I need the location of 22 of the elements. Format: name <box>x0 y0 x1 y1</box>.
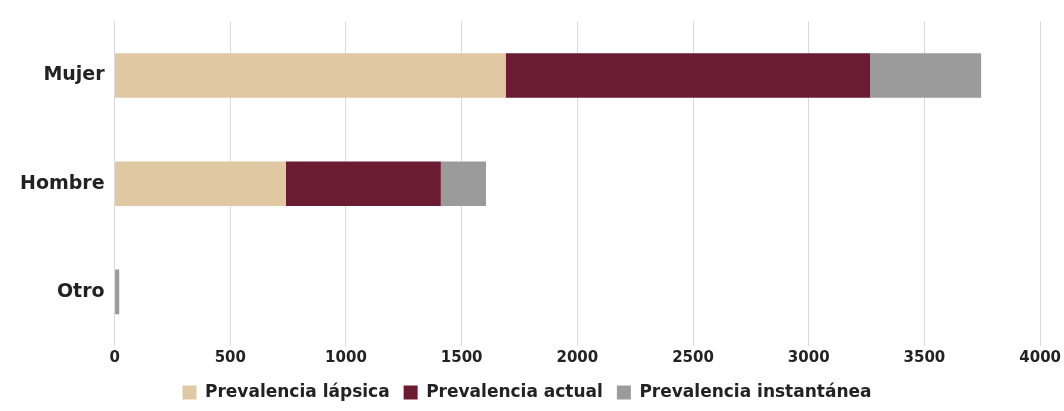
bar <box>505 53 871 98</box>
x-tick-label: 2500 <box>672 347 714 366</box>
bar <box>115 161 286 207</box>
x-tick-label: 3500 <box>903 347 946 366</box>
x-tick-label: 500 <box>214 347 246 366</box>
x-tick-label: 4000 <box>1019 347 1061 366</box>
x-tick-label: 0 <box>109 347 120 366</box>
legend-label: Prevalencia actual <box>426 380 603 401</box>
y-tick-label: Hombre <box>20 170 105 193</box>
bar <box>115 53 506 98</box>
bar <box>115 269 120 315</box>
legend-label: Prevalencia lápsica <box>204 380 390 401</box>
bar <box>870 53 982 98</box>
y-tick-label: Mujer <box>43 62 106 85</box>
legend-label: Prevalencia instantánea <box>639 380 872 401</box>
bar <box>440 161 486 207</box>
y-tick-label: Otro <box>56 278 105 301</box>
x-tick-label: 3000 <box>787 347 830 366</box>
x-tick-label: 1500 <box>440 347 483 366</box>
x-tick-label: 2000 <box>556 347 599 366</box>
bar <box>285 161 441 207</box>
x-tick-label: 1000 <box>325 347 367 366</box>
